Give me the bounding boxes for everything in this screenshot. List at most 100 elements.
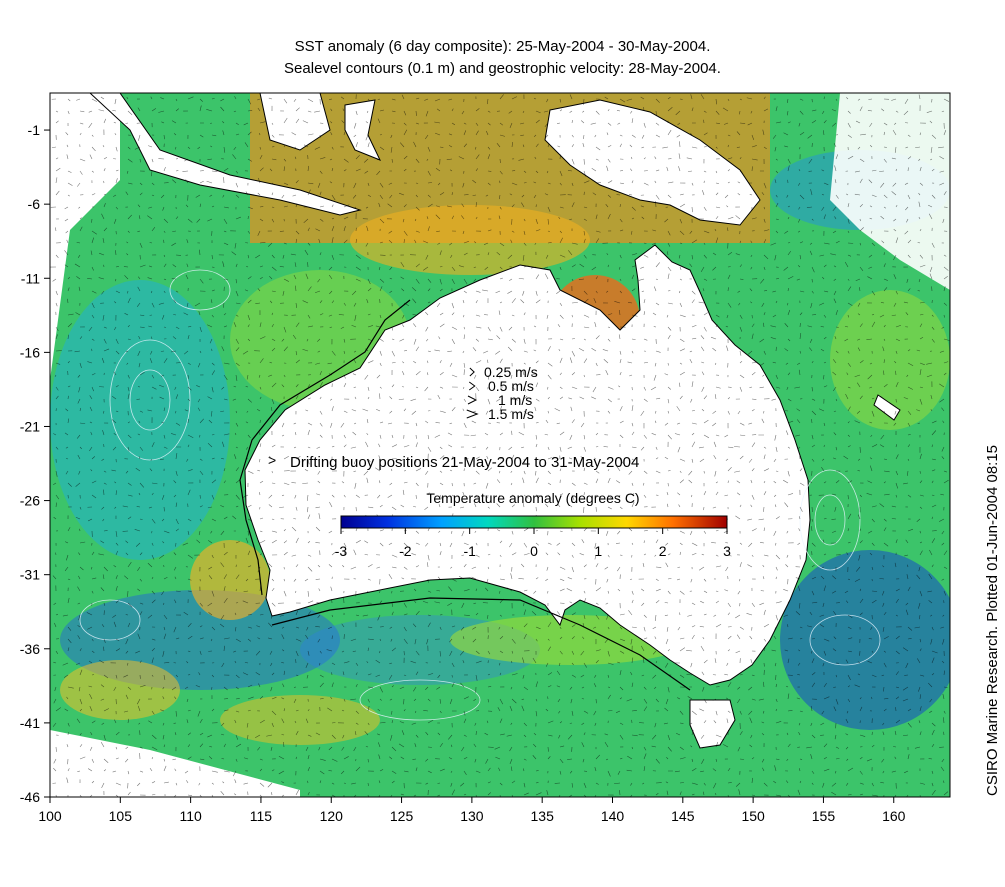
velocity-vector (607, 626, 610, 630)
velocity-vector (643, 398, 648, 402)
velocity-vector (90, 469, 93, 472)
velocity-vector (775, 708, 777, 712)
velocity-vector (211, 794, 214, 797)
velocity-vector (926, 362, 933, 365)
velocity-vector (270, 746, 273, 751)
velocity-vector (367, 564, 373, 568)
velocity-vector (268, 637, 273, 640)
velocity-vector (739, 264, 743, 268)
velocity-vector (798, 649, 801, 652)
velocity-vector (295, 674, 299, 676)
velocity-vector (823, 696, 830, 700)
velocity-vector (64, 708, 69, 712)
velocity-vector (616, 542, 621, 544)
velocity-vector (162, 541, 165, 544)
velocity-vector (655, 350, 661, 353)
velocity-vector (463, 122, 467, 125)
velocity-vector (643, 386, 646, 391)
velocity-vector (293, 146, 297, 149)
velocity-vector (211, 590, 215, 597)
velocity-vector (291, 482, 297, 484)
velocity-vector (378, 202, 381, 208)
velocity-vector (319, 313, 324, 316)
velocity-vector (883, 698, 889, 700)
velocity-vector (184, 686, 189, 689)
velocity-vector (511, 454, 515, 460)
velocity-vector (854, 193, 861, 196)
velocity-vector (881, 108, 885, 112)
velocity-vector (113, 432, 117, 436)
velocity-vector (354, 422, 357, 425)
velocity-vector (691, 239, 698, 244)
velocity-vector (67, 334, 69, 340)
velocity-vector (569, 770, 573, 774)
velocity-vector (714, 470, 717, 477)
x-tick-label: 110 (179, 808, 202, 824)
velocity-vector (511, 204, 515, 208)
velocity-vector (823, 336, 827, 340)
velocity-vector (314, 290, 321, 294)
velocity-vector (822, 662, 825, 667)
velocity-vector (461, 110, 465, 115)
velocity-vector (196, 385, 201, 388)
velocity-vector (139, 611, 143, 616)
velocity-vector (487, 792, 492, 796)
velocity-vector (55, 395, 59, 400)
velocity-vector (223, 645, 225, 652)
velocity-vector (833, 265, 837, 268)
velocity-vector (535, 529, 539, 532)
velocity-vector (451, 625, 456, 628)
velocity-vector (174, 599, 177, 604)
velocity-vector (595, 290, 598, 294)
velocity-vector (749, 635, 753, 640)
velocity-vector (114, 98, 117, 105)
velocity-vector (614, 300, 621, 304)
velocity-vector (595, 478, 599, 484)
velocity-vector (640, 266, 645, 269)
velocity-vector (799, 98, 804, 101)
velocity-vector (247, 696, 254, 700)
velocity-vector (283, 346, 288, 352)
velocity-vector (747, 564, 753, 568)
velocity-vector (535, 494, 542, 497)
velocity-vector (604, 741, 609, 748)
velocity-vector (510, 686, 513, 690)
velocity-vector (365, 206, 369, 209)
velocity-vector (655, 302, 660, 306)
velocity-vector (211, 434, 215, 436)
velocity-vector (138, 492, 141, 496)
velocity-vector (258, 177, 261, 184)
velocity-vector (243, 122, 249, 126)
velocity-vector (822, 110, 825, 115)
velocity-vector (139, 578, 142, 582)
velocity-vector (638, 278, 645, 281)
velocity-vector (699, 458, 705, 462)
velocity-vector (160, 194, 165, 199)
velocity-vector (423, 709, 429, 712)
velocity-vector (871, 782, 874, 787)
velocity-vector (102, 518, 105, 522)
velocity-vector (775, 374, 778, 380)
velocity-vector (650, 386, 657, 391)
velocity-vector (295, 118, 300, 124)
velocity-vector (786, 110, 789, 116)
velocity-vector (511, 386, 516, 390)
velocity-vector (533, 194, 537, 199)
velocity-vector (437, 242, 441, 245)
velocity-vector (474, 374, 477, 379)
velocity-vector (283, 708, 286, 712)
velocity-vector (691, 299, 695, 304)
velocity-vector (523, 470, 526, 475)
velocity-vector (283, 326, 287, 333)
velocity-vector (643, 614, 647, 618)
velocity-vector (893, 302, 897, 307)
velocity-vector (379, 542, 384, 547)
y-tick-label: -41 (20, 715, 40, 731)
velocity-vector (678, 254, 681, 259)
velocity-vector (498, 310, 501, 316)
velocity-vector (929, 698, 933, 703)
velocity-vector (823, 768, 830, 772)
velocity-vector (113, 621, 117, 628)
velocity-vector (535, 577, 539, 580)
velocity-vector (943, 670, 945, 676)
